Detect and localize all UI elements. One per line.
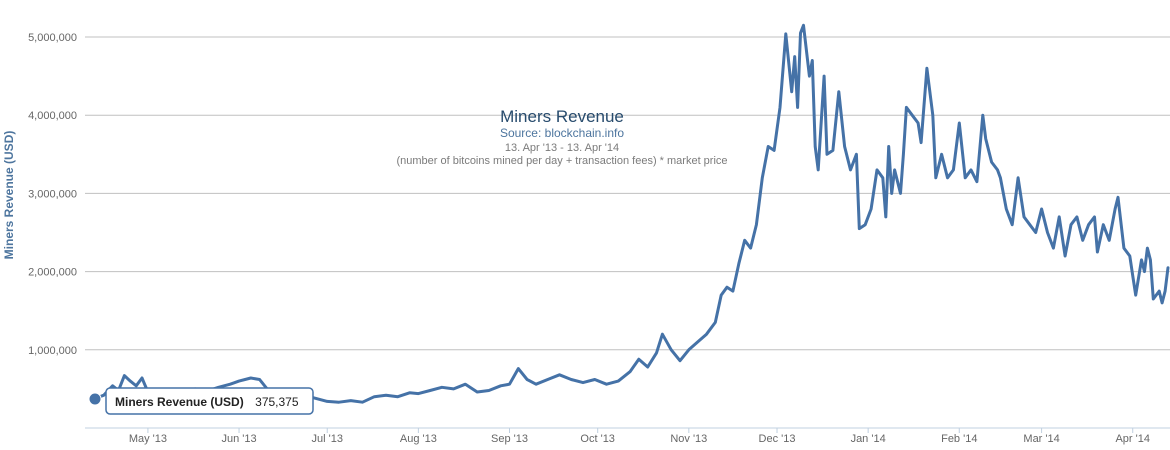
tooltip: Miners Revenue (USD) 375,375 bbox=[88, 387, 314, 415]
x-tick-label: Jun '13 bbox=[221, 433, 256, 445]
x-tick-label: Jan '14 bbox=[851, 433, 886, 445]
chart-title-group: Miners Revenue Source: blockchain.info 1… bbox=[396, 107, 727, 167]
x-tick-label: Feb '14 bbox=[941, 433, 977, 445]
x-tick-label: Nov '13 bbox=[670, 433, 707, 445]
x-tick-label: Apr '14 bbox=[1115, 433, 1150, 445]
chart-subtitle-source: Source: blockchain.info bbox=[500, 126, 624, 140]
chart-title: Miners Revenue bbox=[500, 107, 624, 126]
tooltip-value: 375,375 bbox=[255, 395, 299, 409]
x-tick-label: Jul '13 bbox=[312, 433, 343, 445]
x-tick-label: May '13 bbox=[129, 433, 167, 445]
y-axis-label: Miners Revenue (USD) bbox=[2, 131, 16, 260]
x-tick-label: Dec '13 bbox=[759, 433, 796, 445]
x-axis-ticks: May '13 Jun '13 Jul '13 Aug '13 Sep '13 Oct '… bbox=[129, 428, 1150, 445]
y-tick-label: 1,000,000 bbox=[28, 345, 77, 357]
x-tick-label: Sep '13 bbox=[491, 433, 528, 445]
y-axis-ticks: 1,000,000 2,000,000 3,000,000 4,000,000 5,00… bbox=[28, 32, 77, 357]
series-line-miners-revenue[interactable] bbox=[93, 23, 1170, 404]
chart-subtitle-range: 13. Apr '13 - 13. Apr '14 bbox=[505, 142, 619, 154]
y-tick-label: 3,000,000 bbox=[28, 188, 77, 200]
x-tick-label: Mar '14 bbox=[1023, 433, 1059, 445]
hover-marker[interactable] bbox=[88, 392, 102, 406]
y-tick-label: 5,000,000 bbox=[28, 32, 77, 44]
tooltip-box bbox=[105, 387, 314, 415]
x-tick-label: Oct '13 bbox=[580, 433, 615, 445]
x-tick-label: Aug '13 bbox=[400, 433, 437, 445]
y-tick-label: 4,000,000 bbox=[28, 110, 77, 122]
gridlines bbox=[85, 36, 1170, 351]
tooltip-series-name: Miners Revenue (USD) bbox=[115, 395, 244, 409]
y-tick-label: 2,000,000 bbox=[28, 267, 77, 279]
tooltip-text: Miners Revenue (USD) 375,375 bbox=[115, 393, 299, 410]
chart-subtitle-formula: (number of bitcoins mined per day + tran… bbox=[396, 155, 727, 167]
